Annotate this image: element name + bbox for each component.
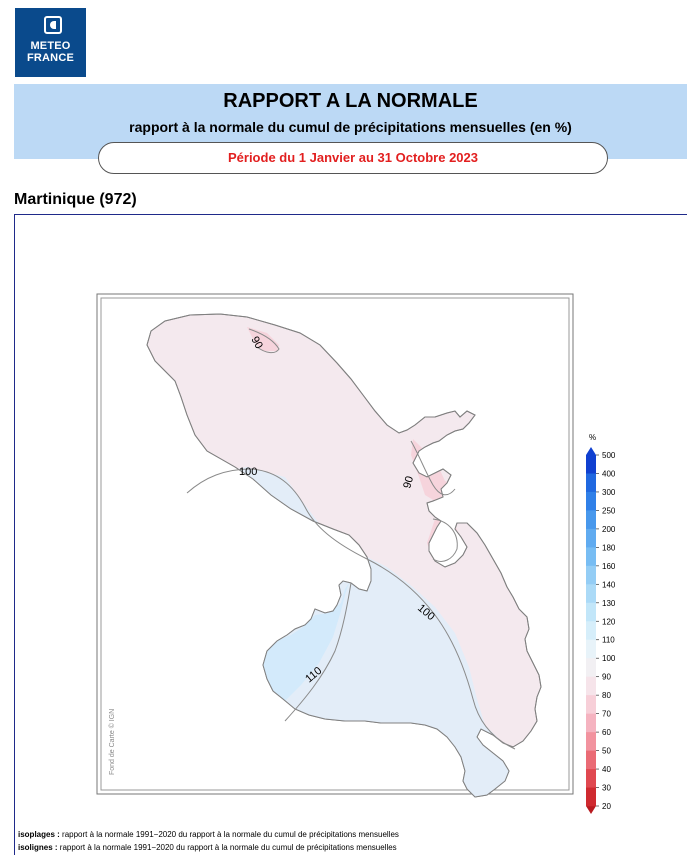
footnote-isoplages: isoplages : rapport à la normale 1991−20… xyxy=(18,830,399,839)
legend-tick-label-300: 300 xyxy=(602,488,616,497)
meteo-france-emblem-icon xyxy=(44,16,62,34)
zone-80-90-north xyxy=(247,327,279,351)
isoline-100 xyxy=(186,468,516,750)
legend-tick-label-20: 20 xyxy=(602,802,611,811)
map-credit: Fond de Carte © IGN xyxy=(108,709,116,775)
legend-swatch-200-180 xyxy=(586,528,596,548)
legend-swatch-70-60 xyxy=(586,713,596,733)
footnote-isoplages-text: rapport à la normale 1991−2020 du rappor… xyxy=(62,830,399,839)
legend-swatch-120-110 xyxy=(586,621,596,641)
legend-swatch-110-100 xyxy=(586,639,596,659)
zone-110-120 xyxy=(255,583,349,701)
footnote-isoplages-label: isoplages : xyxy=(18,830,60,839)
legend-tick-label-100: 100 xyxy=(602,654,616,663)
legend-swatch-90-80 xyxy=(586,676,596,696)
legend-tick-label-90: 90 xyxy=(602,673,611,682)
region-title: Martinique (972) xyxy=(14,191,137,208)
legend-swatch-50-40 xyxy=(586,750,596,770)
legend-bottom-arrow xyxy=(586,806,596,814)
map-svg: 90 100 90 100 110 Fond de Carte © IGN % … xyxy=(96,293,616,814)
legend-tick-label-30: 30 xyxy=(602,784,611,793)
map-inner-frame xyxy=(100,297,570,791)
legend-swatch-130-120 xyxy=(586,602,596,622)
legend-swatch-300-250 xyxy=(586,491,596,511)
isoline-label-90-east: 90 xyxy=(401,475,416,490)
footnote-isolignes-label: isolignes : xyxy=(18,843,58,852)
isoline-90-southeast xyxy=(432,518,458,562)
legend-swatch-100-90 xyxy=(586,658,596,677)
legend-tick-label-400: 400 xyxy=(602,469,616,478)
legend-unit: % xyxy=(589,433,596,442)
map-panel: 90 100 90 100 110 Fond de Carte © IGN % … xyxy=(14,214,687,855)
legend-tick-label-60: 60 xyxy=(602,728,611,737)
legend-tick-label-180: 180 xyxy=(602,543,616,552)
isoline-110 xyxy=(284,582,352,722)
legend-swatch-250-200 xyxy=(586,510,596,530)
period-label: Période du 1 Janvier au 31 Octobre 2023 xyxy=(98,142,608,174)
isoline-label-90-north: 90 xyxy=(248,335,265,352)
footnote-isolignes-text: rapport à la normale 1991−2020 du rappor… xyxy=(59,843,397,852)
legend-swatch-140-130 xyxy=(586,584,596,604)
legend-tick-label-130: 130 xyxy=(602,599,616,608)
legend-tick-label-120: 120 xyxy=(602,617,616,626)
legend-swatch-160-140 xyxy=(586,565,596,585)
legend-tick-label-50: 50 xyxy=(602,747,611,756)
isoline-90-east xyxy=(410,440,456,496)
legend-swatch-40-30 xyxy=(586,769,596,788)
legend-tick-label-200: 200 xyxy=(602,525,616,534)
isoline-90-north xyxy=(248,328,280,354)
isolines xyxy=(186,328,516,750)
legend-tick-label-250: 250 xyxy=(602,506,616,515)
legend-top-arrow xyxy=(586,447,596,455)
isoline-label-100-north: 100 xyxy=(239,466,257,478)
legend-tick-label-160: 160 xyxy=(602,562,616,571)
page-subtitle: rapport à la normale du cumul de précipi… xyxy=(129,119,572,135)
legend-swatch-60-50 xyxy=(586,732,596,751)
logo-line-2: FRANCE xyxy=(26,52,75,64)
legend-swatch-400-300 xyxy=(586,473,596,493)
legend-colorbar: % 500 400 300 250 200 180 160 140 130 120 110 100 90… xyxy=(586,433,616,814)
legend-swatch-30-20 xyxy=(586,787,596,807)
legend-tick-label-80: 80 xyxy=(602,691,611,700)
footnote-isolignes: isolignes : rapport à la normale 1991−20… xyxy=(18,843,397,852)
legend-tick-label-40: 40 xyxy=(602,765,611,774)
legend-swatch-500-400 xyxy=(586,455,596,474)
page-title: RAPPORT A LA NORMALE xyxy=(223,90,478,112)
logo-line-1: METEO xyxy=(30,40,71,52)
legend-swatch-180-160 xyxy=(586,547,596,567)
legend-tick-label-500: 500 xyxy=(602,451,616,460)
legend-tick-label-140: 140 xyxy=(602,580,616,589)
legend-tick-label-70: 70 xyxy=(602,710,611,719)
legend-swatch-80-70 xyxy=(586,695,596,714)
meteo-france-logo: METEO FRANCE xyxy=(15,8,86,77)
legend-tick-label-110: 110 xyxy=(602,636,615,645)
